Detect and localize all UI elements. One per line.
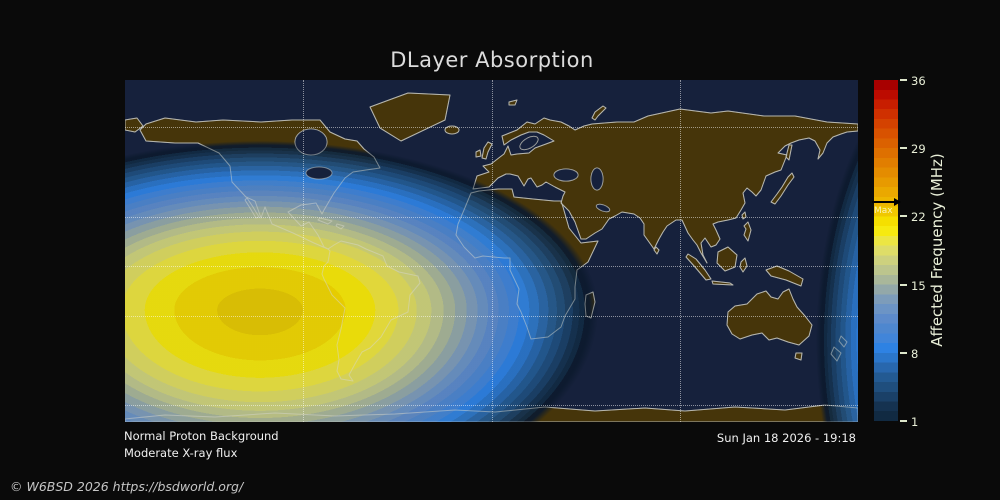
gridline-parallel: [125, 266, 858, 267]
gridline-parallel: [125, 316, 858, 317]
max-frequency-label: Max: [874, 205, 893, 216]
colorbar-tick-label: 15: [911, 278, 926, 293]
gridline-meridian: [303, 80, 304, 422]
world-map: [125, 80, 858, 422]
colorbar-tick-mark: [900, 420, 907, 422]
colorbar-gradient: [874, 80, 898, 421]
gridline-meridian: [680, 80, 681, 422]
gridline-parallel: [125, 127, 858, 128]
max-frequency-arrow-icon: [872, 197, 901, 206]
colorbar-tick-mark: [900, 351, 907, 354]
colorbar: 36 29 22 15 8 1: [874, 74, 1000, 429]
page-title: DLayer Absorption: [390, 48, 594, 72]
gridline-meridian: [492, 80, 493, 422]
proton-status-text: Normal Proton Background: [124, 429, 279, 443]
colorbar-tick-label: 22: [911, 210, 926, 225]
xray-status-text: Moderate X-ray flux: [124, 446, 238, 460]
colorbar-tick-label: 29: [911, 142, 926, 157]
colorbar-axis-label: Affected Frequency (MHz): [928, 153, 946, 347]
colorbar-tick-label: 8: [911, 346, 919, 361]
gridline-parallel: [125, 217, 858, 218]
gridline-parallel: [125, 405, 858, 406]
colorbar-tick-mark: [900, 215, 907, 218]
colorbar-tick-mark: [900, 79, 907, 81]
colorbar-tick-mark: [900, 283, 907, 286]
colorbar-tick-label: 36: [911, 74, 926, 88]
colorbar-tick-mark: [900, 147, 907, 150]
copyright-text: © W6BSD 2026 https://bsdworld.org/: [10, 479, 244, 494]
timestamp: Sun Jan 18 2026 - 19:18: [716, 431, 856, 445]
colorbar-tick-label: 1: [911, 415, 919, 429]
